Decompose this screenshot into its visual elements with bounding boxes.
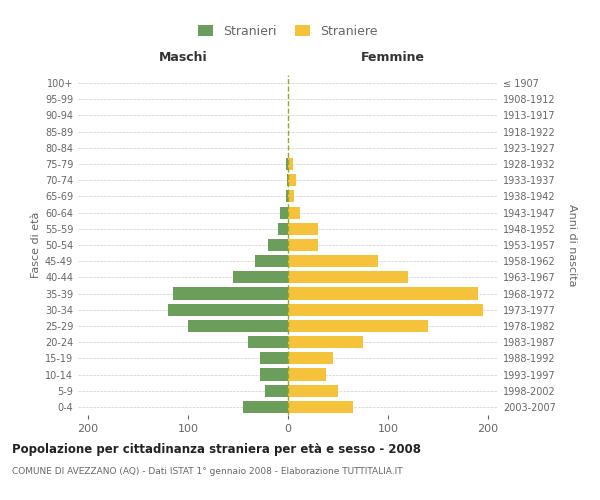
- Bar: [243, 401, 288, 413]
- Bar: [286, 158, 288, 170]
- Text: Maschi: Maschi: [158, 50, 208, 64]
- Y-axis label: Fasce di età: Fasce di età: [31, 212, 41, 278]
- Bar: [288, 239, 318, 251]
- Bar: [255, 255, 288, 268]
- Bar: [288, 304, 483, 316]
- Y-axis label: Anni di nascita: Anni di nascita: [567, 204, 577, 286]
- Bar: [288, 384, 338, 397]
- Bar: [288, 190, 294, 202]
- Bar: [278, 222, 288, 235]
- Bar: [233, 272, 288, 283]
- Bar: [288, 368, 326, 380]
- Bar: [288, 158, 293, 170]
- Legend: Stranieri, Straniere: Stranieri, Straniere: [193, 20, 383, 43]
- Bar: [268, 239, 288, 251]
- Bar: [288, 272, 408, 283]
- Bar: [248, 336, 288, 348]
- Bar: [188, 320, 288, 332]
- Bar: [260, 352, 288, 364]
- Bar: [288, 222, 318, 235]
- Bar: [280, 206, 288, 218]
- Bar: [288, 320, 428, 332]
- Bar: [288, 352, 333, 364]
- Bar: [265, 384, 288, 397]
- Bar: [288, 401, 353, 413]
- Bar: [287, 174, 288, 186]
- Bar: [168, 304, 288, 316]
- Bar: [288, 206, 300, 218]
- Bar: [288, 336, 363, 348]
- Bar: [288, 255, 378, 268]
- Bar: [173, 288, 288, 300]
- Text: Popolazione per cittadinanza straniera per età e sesso - 2008: Popolazione per cittadinanza straniera p…: [12, 442, 421, 456]
- Bar: [286, 190, 288, 202]
- Bar: [288, 174, 296, 186]
- Text: COMUNE DI AVEZZANO (AQ) - Dati ISTAT 1° gennaio 2008 - Elaborazione TUTTITALIA.I: COMUNE DI AVEZZANO (AQ) - Dati ISTAT 1° …: [12, 468, 403, 476]
- Bar: [288, 288, 478, 300]
- Bar: [260, 368, 288, 380]
- Text: Femmine: Femmine: [361, 50, 425, 64]
